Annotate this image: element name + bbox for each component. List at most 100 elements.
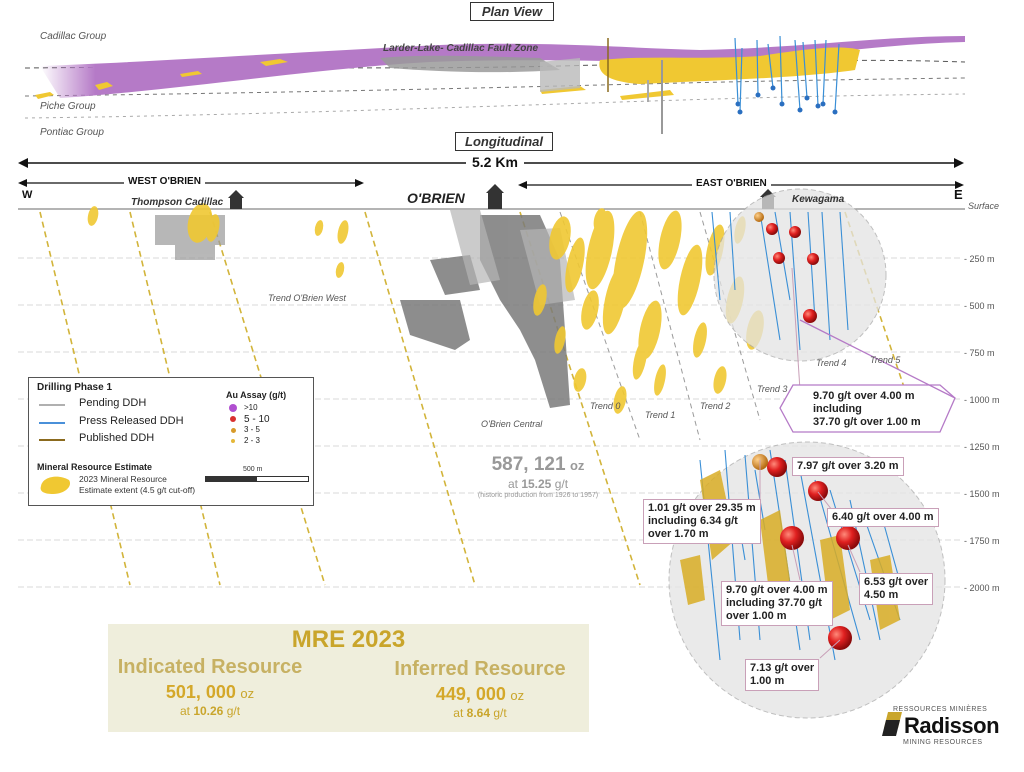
legend-mineral-swatch [40, 476, 71, 494]
mre-indicated-grade-unit: g/t [226, 704, 241, 718]
mre-inferred-grade: at 8.64 g/t [378, 706, 582, 720]
legend-line-pending [39, 404, 65, 406]
mineral-lens [87, 206, 99, 226]
mre-inferred-oz: 449, 000 oz [378, 684, 582, 705]
mre-inferred-oz-unit: oz [510, 688, 525, 703]
legend-mre-line2: Estimate extent (4.5 g/t cut-off) [79, 485, 196, 495]
legend-assay-title: Au Assay (g/t) [226, 390, 287, 400]
mineral-lens [573, 368, 587, 392]
drill-hole [799, 469, 836, 661]
plan-drill-end [755, 92, 761, 98]
label-piche-group: Piche Group [40, 101, 96, 112]
callout-101-line2: including 6.34 g/t [648, 515, 738, 527]
distance-label: 5.2 Km [466, 154, 524, 170]
mineral-lens [585, 210, 615, 290]
historic-grade-prefix: at [507, 477, 518, 491]
historic-production: 587, 121 oz [462, 454, 614, 476]
trend-1: Trend 1 [645, 410, 676, 420]
assay-sphere [828, 626, 852, 650]
trend-obrien-central: O'Brien Central [481, 419, 543, 429]
plan-drill-hole [794, 39, 801, 111]
plan-drill-end [820, 101, 826, 107]
plan-drill-hole [734, 37, 739, 105]
historic-note: (historic production from 1926 to 1957) [477, 492, 599, 499]
mineral-lens [335, 262, 345, 278]
historic-oz: 587, 121 [491, 454, 566, 475]
label-fault-zone: Larder-Lake- Cadillac Fault Zone [383, 43, 539, 54]
drill-hole [759, 211, 781, 341]
site-thompson-cadillac: Thompson Cadillac [131, 197, 224, 208]
historic-grade-unit: g/t [554, 477, 569, 491]
drill-hole [711, 211, 721, 301]
assay-label-3: 2 - 3 [244, 436, 261, 445]
legend: Drilling Phase 1 Pending DDH Press Relea… [28, 377, 314, 506]
mre-indicated-grade-value: 10.26 [193, 704, 224, 718]
depth-label: - 250 m [964, 254, 995, 264]
drill-hole [839, 211, 849, 331]
surface-label: Surface [968, 201, 1000, 211]
mineral-lens [314, 220, 324, 236]
mre-indicated-oz: 501, 000 oz [108, 682, 312, 703]
mre-summary-box: MRE 2023 Indicated Resource 501, 000 oz … [108, 624, 589, 732]
plan-view-title: Plan View [470, 2, 554, 21]
assay-dot-3 [231, 439, 235, 443]
callout-970-line2: including 37.70 g/t [726, 597, 822, 609]
callout-101-line1: 1.01 g/t over 29.35 m [648, 502, 756, 514]
plan-drill-end [735, 101, 741, 107]
depth-label: - 1500 m [964, 489, 1000, 499]
plan-drill-hole [814, 39, 819, 107]
mre-indicated-grade: at 10.26 g/t [108, 704, 312, 718]
callout-713-line2: 1.00 m [750, 675, 785, 687]
mre-inferred-oz-value: 449, 000 [435, 684, 506, 704]
callout-653-line1: 6.53 g/t over [864, 576, 929, 588]
assay-sphere [780, 526, 804, 550]
mre-title: MRE 2023 [291, 626, 406, 653]
west-obrien-label: WEST O'BRIEN [124, 176, 205, 187]
mineral-lens [613, 386, 627, 414]
mineral-lens [658, 210, 682, 270]
mineral-lens [565, 237, 585, 293]
mineral-lens [693, 322, 707, 358]
callout-upper-line2: including [813, 403, 862, 415]
plan-drill-hole [739, 47, 743, 113]
depth-label: - 750 m [964, 348, 995, 358]
callout-713: 7.13 g/t over 1.00 m [745, 659, 820, 691]
east-obrien-label: EAST O'BRIEN [692, 178, 771, 189]
assay-label-1: 5 - 10 [244, 414, 270, 425]
callout-970-line1: 9.70 g/t over 4.00 m [726, 584, 828, 596]
legend-mre-title: Mineral Resource Estimate [37, 462, 153, 472]
mineral-lens [581, 290, 599, 330]
assay-sphere [807, 253, 819, 265]
logo-top: RESSOURCES MINIÈRES [893, 706, 988, 713]
trend-5: Trend 5 [870, 355, 901, 365]
mre-inferred-label: Inferred Resource [394, 658, 566, 680]
depth-label: - 2000 m [964, 583, 1000, 593]
callout-653-line2: 4.50 m [864, 589, 899, 601]
west-compass: W [22, 189, 33, 201]
callout-101: 1.01 g/t over 29.35 m including 6.34 g/t… [643, 499, 761, 544]
drill-hole [821, 211, 831, 341]
mineral-lens [533, 284, 547, 316]
mineral-lens [593, 208, 607, 232]
legend-scale-bar [205, 476, 309, 482]
mre-inferred-grade-prefix: at [453, 706, 464, 720]
depth-label: - 500 m [964, 301, 995, 311]
trend-obrien-west: Trend O'Brien West [268, 293, 346, 303]
assay-label-2: 3 - 5 [244, 425, 261, 434]
assay-dot-0 [229, 404, 237, 412]
mineral-lens [187, 203, 213, 243]
logo-name: Radisson [904, 713, 1000, 738]
legend-pending: Pending DDH [79, 397, 147, 409]
trend-4: Trend 4 [816, 358, 847, 368]
legend-line-published [39, 439, 65, 441]
callout-upper-line1: 9.70 g/t over 4.00 m [813, 390, 915, 402]
plan-drill-end [797, 107, 803, 113]
assay-sphere [789, 226, 801, 238]
callout-upper: 9.70 g/t over 4.00 m including 37.70 g/t… [813, 390, 921, 429]
assay-sphere [767, 457, 787, 477]
callout-upper-line3: 37.70 g/t over 1.00 m [813, 416, 921, 428]
mre-indicated-label: Indicated Resource [117, 656, 303, 678]
mineral-lens [206, 214, 220, 242]
mre-indicated-oz-value: 501, 000 [165, 682, 236, 702]
trend-3: Trend 3 [757, 384, 788, 394]
